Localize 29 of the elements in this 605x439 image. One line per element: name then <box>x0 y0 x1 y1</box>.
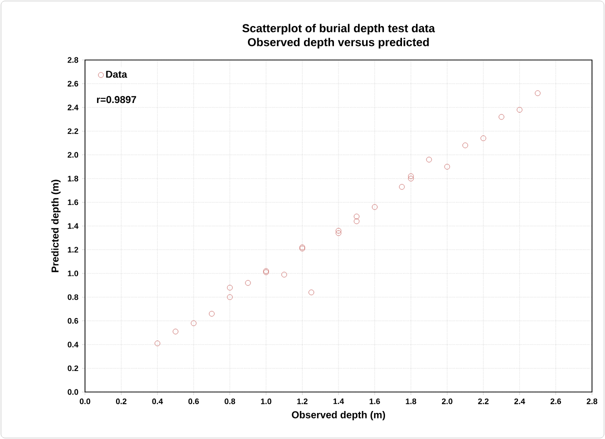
point <box>480 135 486 142</box>
point <box>208 310 215 317</box>
point <box>227 284 233 290</box>
point <box>408 173 414 179</box>
x-axis-title: Observed depth (m) <box>292 411 386 420</box>
point <box>534 90 540 96</box>
point <box>372 204 378 210</box>
point <box>498 114 504 120</box>
point <box>245 280 251 286</box>
point <box>354 218 360 224</box>
point <box>336 230 342 236</box>
annotation: r=0.9897 <box>97 96 136 104</box>
chart-title: Scatterplot of burial depth test data Observed depth versus predicted <box>242 24 436 48</box>
point <box>227 294 233 300</box>
point <box>444 164 450 170</box>
point <box>281 272 287 278</box>
legend-label: Data <box>106 70 128 78</box>
point <box>462 142 468 148</box>
point <box>408 176 414 182</box>
point <box>516 107 522 113</box>
point <box>399 184 405 190</box>
point <box>354 214 360 220</box>
point <box>308 290 314 296</box>
point <box>426 156 432 162</box>
point <box>336 228 342 234</box>
point <box>154 340 160 346</box>
point <box>172 328 178 334</box>
y-axis-title: Predicted depth (m) <box>51 180 61 272</box>
point <box>190 320 196 326</box>
